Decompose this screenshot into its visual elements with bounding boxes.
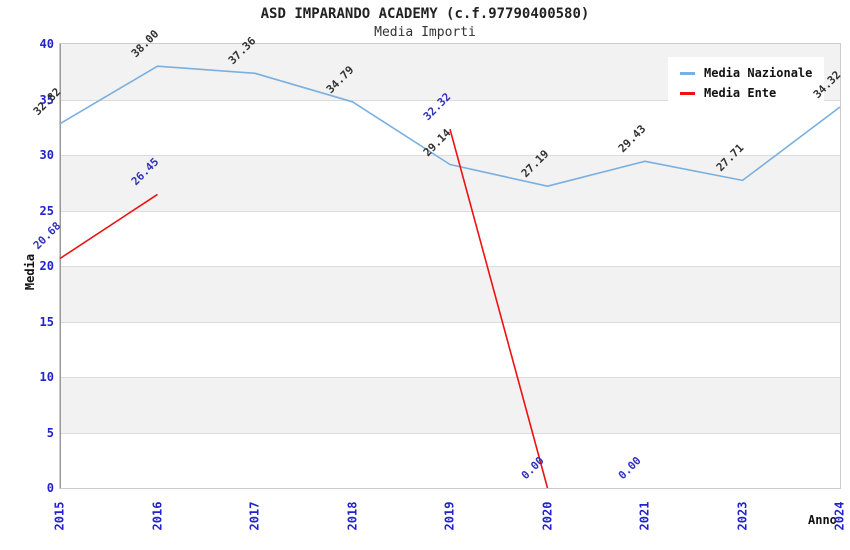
plot-band (60, 266, 840, 322)
y-tick-label: 0 (46, 481, 54, 495)
chart-subtitle: Media Importi (374, 25, 476, 40)
x-tick-label: 2024 (832, 501, 847, 531)
x-tick-label: 2017 (247, 501, 262, 531)
y-tick-label: 20 (39, 259, 54, 273)
y-tick-label: 40 (39, 37, 54, 51)
plot-band (60, 211, 840, 267)
gridline (60, 210, 840, 212)
chart-title: ASD IMPARANDO ACADEMY (c.f.97790400580) (260, 6, 590, 22)
plot-band (60, 377, 840, 433)
data-label: 20.68 (30, 219, 64, 253)
gridline (60, 266, 840, 267)
plot-band (60, 433, 840, 489)
y-tick-label: 25 (39, 203, 54, 218)
gridline (60, 377, 840, 378)
y-axis-line (60, 44, 61, 488)
legend-label: Media Nazionale (704, 66, 813, 80)
legend-swatch-media-nazionale (680, 71, 695, 75)
x-tick-label: 2015 (52, 501, 67, 531)
legend-item: Media Nazionale (680, 63, 812, 83)
y-tick-label: 35 (39, 92, 54, 107)
y-tick-label: 30 (39, 148, 54, 162)
x-tick-label: 2023 (735, 501, 749, 531)
legend-swatch-media-ente (680, 91, 695, 95)
plot-band (60, 322, 840, 378)
x-axis-title: Anno (808, 513, 837, 527)
plot-area (59, 43, 841, 489)
x-tick-label: 2021 (637, 501, 652, 531)
x-tick-label: 2020 (540, 501, 554, 531)
x-tick-label: 2018 (345, 501, 359, 531)
legend-label: Media Ente (704, 86, 777, 100)
gridline (60, 321, 840, 323)
y-tick-label: 15 (39, 314, 54, 329)
y-tick-label: 5 (46, 425, 54, 440)
legend: Media Nazionale Media Ente (668, 57, 825, 109)
x-tick-label: 2016 (150, 501, 164, 531)
y-tick-label: 10 (39, 370, 54, 384)
x-tick-label: 2019 (442, 501, 457, 531)
legend-item: Media Ente (680, 83, 812, 103)
gridline (60, 432, 840, 434)
